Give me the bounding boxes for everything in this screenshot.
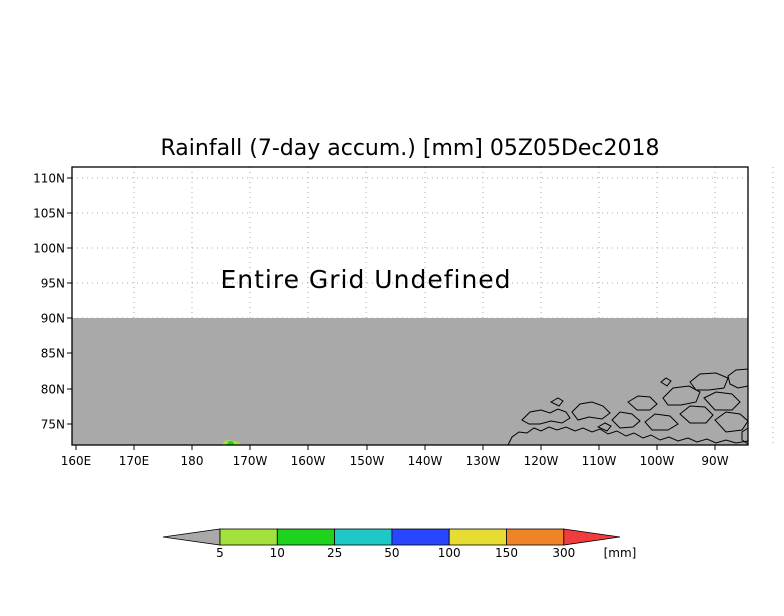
coastline-island-9 xyxy=(703,391,741,411)
coastline-island-14 xyxy=(549,397,564,407)
lon-tick-label: 100W xyxy=(640,454,675,468)
coastline-island-5 xyxy=(644,413,679,431)
lat-tick-label: 95N xyxy=(41,277,65,291)
colorbar-label: 25 xyxy=(327,546,342,560)
coastline-island-3 xyxy=(611,411,641,429)
map-plot-area xyxy=(71,166,774,446)
rain-patch-dark-green xyxy=(227,441,234,445)
coastline-island-1 xyxy=(521,408,571,425)
coastline-island-8 xyxy=(689,372,729,391)
undefined-data-region xyxy=(72,318,748,445)
lat-tick-label: 100N xyxy=(33,242,65,256)
lon-tick-label: 140W xyxy=(408,454,443,468)
colorbar-label: 150 xyxy=(495,546,518,560)
colorbar-label: 10 xyxy=(270,546,285,560)
lat-tick-label: 75N xyxy=(41,418,65,432)
colorbar-overflow-triangle xyxy=(563,528,621,546)
colorbar-segment xyxy=(334,528,393,546)
lon-tick-label: 180 xyxy=(181,454,204,468)
map-title: Rainfall (7-day accum.) [mm] 05Z05Dec201… xyxy=(160,136,659,161)
lon-tick-label: 110W xyxy=(582,454,617,468)
colorbar-segment xyxy=(391,528,450,546)
map-frame xyxy=(71,166,749,446)
lat-tick-label: 105N xyxy=(33,207,65,221)
colorbar-label: 5 xyxy=(216,546,224,560)
colorbar-label: 50 xyxy=(384,546,399,560)
coastline-island-6 xyxy=(662,385,701,406)
lon-tick-label: 130W xyxy=(466,454,501,468)
colorbar-underflow-triangle xyxy=(162,528,221,546)
coastline-island-4 xyxy=(627,395,658,411)
coastline-mainland xyxy=(507,426,749,446)
lon-tick-label: 160W xyxy=(291,454,326,468)
lon-tick-label: 170W xyxy=(233,454,268,468)
latitude-axis: 110N 105N 100N 95N 90N 85N 80N 75N xyxy=(33,172,72,432)
lat-tick-label: 90N xyxy=(41,312,65,326)
lon-tick-label: 120W xyxy=(524,454,559,468)
lon-tick-label: 160E xyxy=(61,454,92,468)
coastline-island-7 xyxy=(679,405,714,424)
lon-tick-label: 90W xyxy=(701,454,728,468)
colorbar-label: 100 xyxy=(438,546,461,560)
undefined-grid-message: Entire Grid Undefined xyxy=(220,265,511,294)
lon-tick-label: 170E xyxy=(119,454,150,468)
lat-tick-label: 110N xyxy=(33,172,65,186)
lat-tick-label: 85N xyxy=(41,347,65,361)
lat-tick-label: 80N xyxy=(41,383,65,397)
colorbar-segment xyxy=(506,528,565,546)
coastline-island-2 xyxy=(571,401,611,421)
colorbar: 5 10 25 50 100 150 300 [mm] xyxy=(162,528,637,560)
coastline-island-15 xyxy=(660,377,672,387)
coastline-island-13 xyxy=(596,422,612,432)
colorbar-label: 300 xyxy=(552,546,575,560)
colorbar-segment xyxy=(448,528,507,546)
colorbar-segment xyxy=(276,528,335,546)
colorbar-unit-label: [mm] xyxy=(604,546,637,560)
longitude-axis: 160E 170E 180 170W 160W 150W 140W 130W 120W 110W 1… xyxy=(61,445,729,468)
lon-tick-label: 150W xyxy=(350,454,385,468)
colorbar-segment xyxy=(219,528,278,546)
